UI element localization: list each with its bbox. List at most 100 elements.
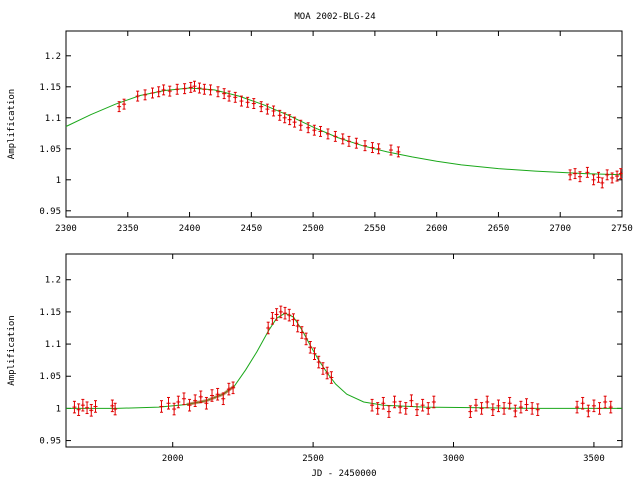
data-point [156, 86, 161, 98]
data-point [274, 308, 279, 321]
data-point [415, 403, 420, 416]
data-point [340, 133, 345, 145]
data-point [227, 90, 232, 102]
data-point [292, 116, 297, 128]
x-tick-label: 2300 [55, 224, 77, 234]
data-point [618, 168, 623, 180]
y-tick-label: 1.05 [39, 145, 61, 155]
bottom-panel: 0.95 1 1.05 1.1 1.15 1.2 2000 2500 3000 3500 Ampli… [7, 253, 623, 479]
data-point [166, 396, 171, 410]
data-point [89, 404, 94, 417]
plot-frame [65, 253, 623, 448]
data-point [603, 395, 608, 409]
y-tick-label: 1.2 [45, 276, 61, 286]
data-point [312, 124, 317, 136]
data-point [363, 140, 368, 152]
data-point [259, 101, 264, 113]
data-point [176, 395, 181, 409]
data-point [113, 402, 118, 416]
y-tick-label: 1.15 [39, 308, 61, 318]
data-point [208, 84, 213, 96]
data-point [135, 90, 140, 102]
data-point [210, 389, 215, 402]
data-point [226, 382, 231, 396]
data-point [586, 404, 591, 418]
data-point [580, 396, 585, 410]
x-tick-label: 2550 [364, 224, 386, 234]
data-point [278, 305, 283, 319]
x-tick-label: 2500 [302, 224, 324, 234]
data-point [354, 137, 359, 149]
data-point [388, 144, 393, 156]
data-point [329, 371, 334, 384]
top-panel: 0.95 1 1.05 1.1 1.15 1.2 2300 2350 2400 2450 2500 2… [7, 30, 633, 234]
data-point [507, 396, 512, 410]
x-tick-label: 2600 [426, 224, 448, 234]
data-point [239, 95, 244, 107]
data-point [304, 332, 309, 346]
data-point [221, 392, 226, 406]
data-point [316, 355, 321, 369]
data-point [188, 81, 193, 93]
data-point [513, 404, 518, 418]
data-point [473, 398, 478, 412]
y-tick-label: 0.95 [39, 437, 61, 447]
data-point [333, 130, 338, 142]
data-point [568, 169, 573, 181]
data-point [76, 403, 81, 416]
data-point [215, 387, 220, 401]
data-point [524, 398, 529, 411]
data-point [420, 398, 425, 412]
data-point [251, 98, 256, 109]
data-point [325, 128, 330, 140]
data-point [318, 125, 323, 137]
data-point [496, 399, 501, 413]
data-point [615, 170, 620, 182]
y-axis-label: Amplification [7, 315, 17, 385]
data-point [159, 400, 164, 413]
data-point [271, 105, 276, 117]
data-point [198, 390, 203, 404]
y-tick-label: 1.1 [45, 340, 61, 350]
data-point [231, 381, 236, 395]
data-point [585, 166, 590, 178]
data-point [291, 313, 296, 326]
data-point [72, 400, 77, 414]
data-point [197, 82, 202, 94]
data-point [608, 400, 613, 414]
data-point [161, 84, 166, 96]
data-point [298, 119, 303, 131]
y-tick-label: 1.15 [39, 83, 61, 93]
data-point [502, 402, 507, 415]
y-tick-label: 0.95 [39, 207, 61, 217]
x-tick-label: 3500 [583, 454, 605, 464]
data-point [233, 91, 238, 103]
data-point [175, 83, 180, 95]
data-point [282, 112, 287, 124]
data-point [204, 396, 209, 410]
data-point [535, 403, 540, 416]
data-point [193, 394, 198, 407]
data-point [610, 172, 615, 184]
plot-frame [65, 30, 623, 218]
data-point [325, 366, 330, 380]
y-axis-label: Amplification [7, 89, 17, 159]
x-tick-label: 2450 [240, 224, 262, 234]
data-point [375, 402, 380, 415]
data-point [150, 87, 155, 99]
data-point [187, 398, 192, 412]
data-point [376, 143, 381, 155]
data-point [287, 308, 292, 322]
data-point [306, 122, 311, 134]
data-point [222, 88, 227, 100]
data-point [396, 146, 401, 158]
data-point [122, 98, 127, 110]
data-point [320, 362, 325, 375]
data-point [591, 174, 596, 186]
data-point [277, 109, 282, 121]
x-axis-label: JD - 2450000 [311, 469, 376, 479]
data-point [591, 399, 596, 413]
data-point [398, 400, 403, 414]
data-point [295, 319, 300, 333]
